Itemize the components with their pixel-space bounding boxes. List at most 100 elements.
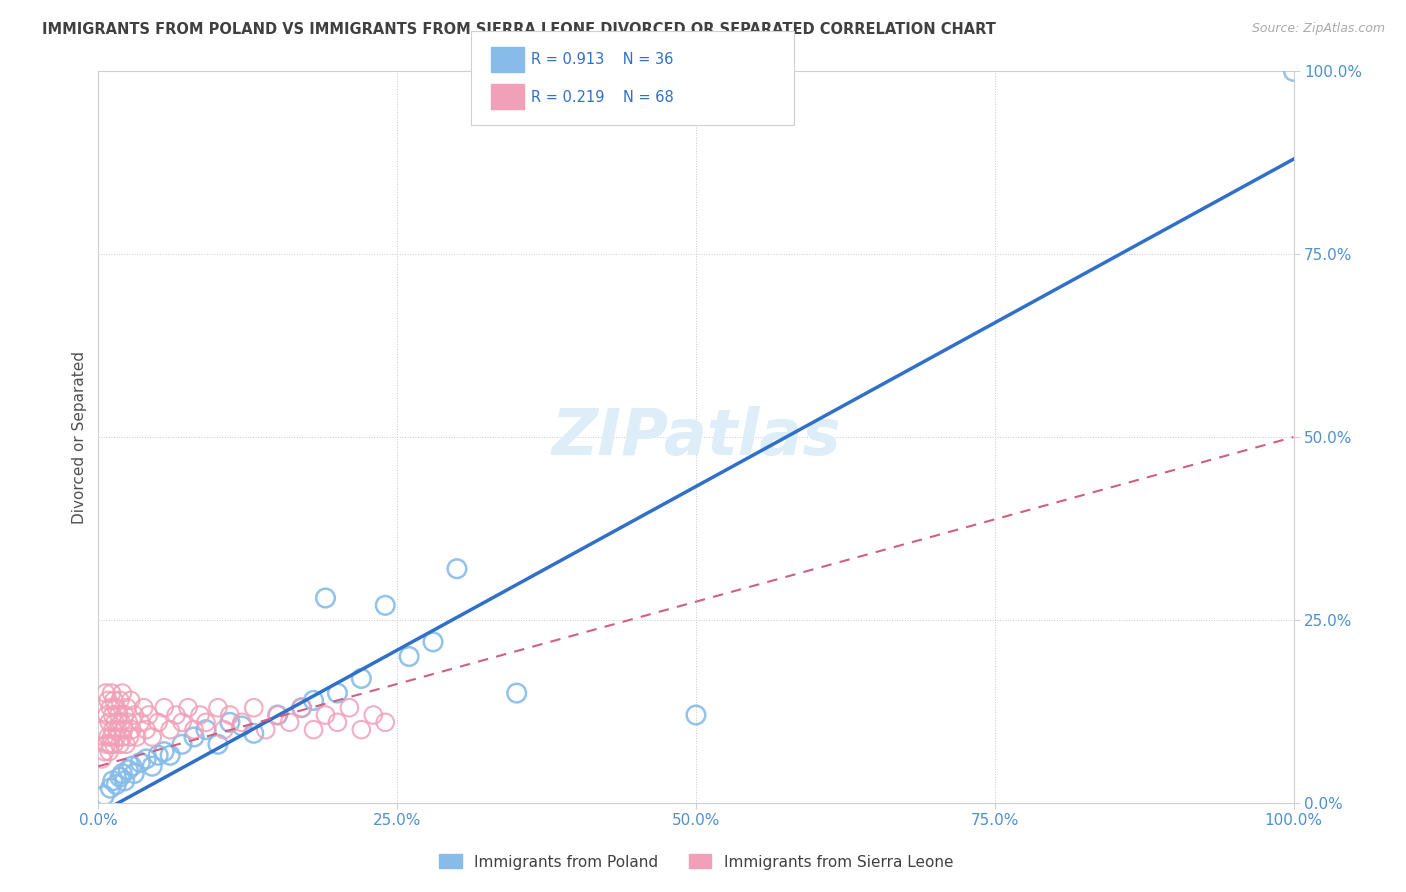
Point [159,723,181,737]
Point [153,745,176,759]
Point [121,759,143,773]
Point [94,686,117,700]
Point [101,773,124,788]
Point [108,770,131,784]
Point [685,708,707,723]
Point [96,737,118,751]
Point [124,766,146,780]
Point [98,700,122,714]
Point [97,730,120,744]
Point [506,686,529,700]
Point [108,737,131,751]
Point [141,730,163,744]
Point [111,686,134,700]
Point [267,708,290,723]
Point [148,748,170,763]
Point [350,672,373,686]
Point [212,723,235,737]
Point [315,591,337,605]
Point [111,766,134,780]
Point [291,700,314,714]
Point [207,700,229,714]
Point [98,745,121,759]
Point [117,763,139,777]
Point [103,737,125,751]
Point [107,708,129,723]
Point [172,715,194,730]
Point [177,700,200,714]
Point [93,745,115,759]
Point [153,700,176,714]
Point [108,693,131,707]
Point [100,686,122,700]
Y-axis label: Divorced or Separated: Divorced or Separated [72,351,87,524]
Point [91,752,114,766]
Point [231,715,253,730]
Point [165,708,187,723]
Point [159,748,181,763]
Point [104,715,127,730]
Point [105,700,128,714]
Point [138,708,160,723]
Text: Source: ZipAtlas.com: Source: ZipAtlas.com [1251,22,1385,36]
Point [91,723,114,737]
Point [121,723,143,737]
Point [326,715,349,730]
Point [302,723,325,737]
Point [446,562,468,576]
Point [98,715,121,730]
Point [101,723,124,737]
Point [132,700,155,714]
Point [302,693,325,707]
Point [267,708,290,723]
Point [315,708,337,723]
Legend: Immigrants from Poland, Immigrants from Sierra Leone: Immigrants from Poland, Immigrants from … [433,848,959,876]
Point [105,778,128,792]
Point [98,737,122,751]
Text: ZIPatlas: ZIPatlas [551,406,841,468]
Text: IMMIGRANTS FROM POLAND VS IMMIGRANTS FROM SIERRA LEONE DIVORCED OR SEPARATED COR: IMMIGRANTS FROM POLAND VS IMMIGRANTS FRO… [42,22,995,37]
Point [100,730,122,744]
Point [110,715,132,730]
Point [111,730,134,744]
Point [148,715,170,730]
Point [103,693,125,707]
Point [141,759,163,773]
Point [363,708,385,723]
Point [231,719,253,733]
Point [101,708,124,723]
Point [1282,64,1305,78]
Point [188,708,211,723]
Point [114,708,136,723]
Point [118,730,141,744]
Point [96,708,118,723]
Point [115,737,138,751]
Point [183,723,205,737]
Point [129,715,152,730]
Point [398,649,420,664]
Point [374,715,396,730]
Point [115,700,138,714]
Point [98,781,122,796]
Point [117,715,139,730]
Point [207,737,229,751]
Point [195,715,218,730]
Point [114,773,136,788]
Point [112,723,135,737]
Point [125,730,148,744]
Point [422,635,444,649]
Point [107,723,129,737]
Point [105,730,128,744]
Point [254,723,277,737]
Point [339,700,361,714]
Text: R = 0.913    N = 36: R = 0.913 N = 36 [531,53,673,67]
Point [291,700,314,714]
Text: R = 0.219    N = 68: R = 0.219 N = 68 [531,90,675,104]
Point [183,730,205,744]
Point [120,693,142,707]
Point [243,700,266,714]
Point [97,693,120,707]
Point [219,708,242,723]
Point [326,686,349,700]
Point [350,723,373,737]
